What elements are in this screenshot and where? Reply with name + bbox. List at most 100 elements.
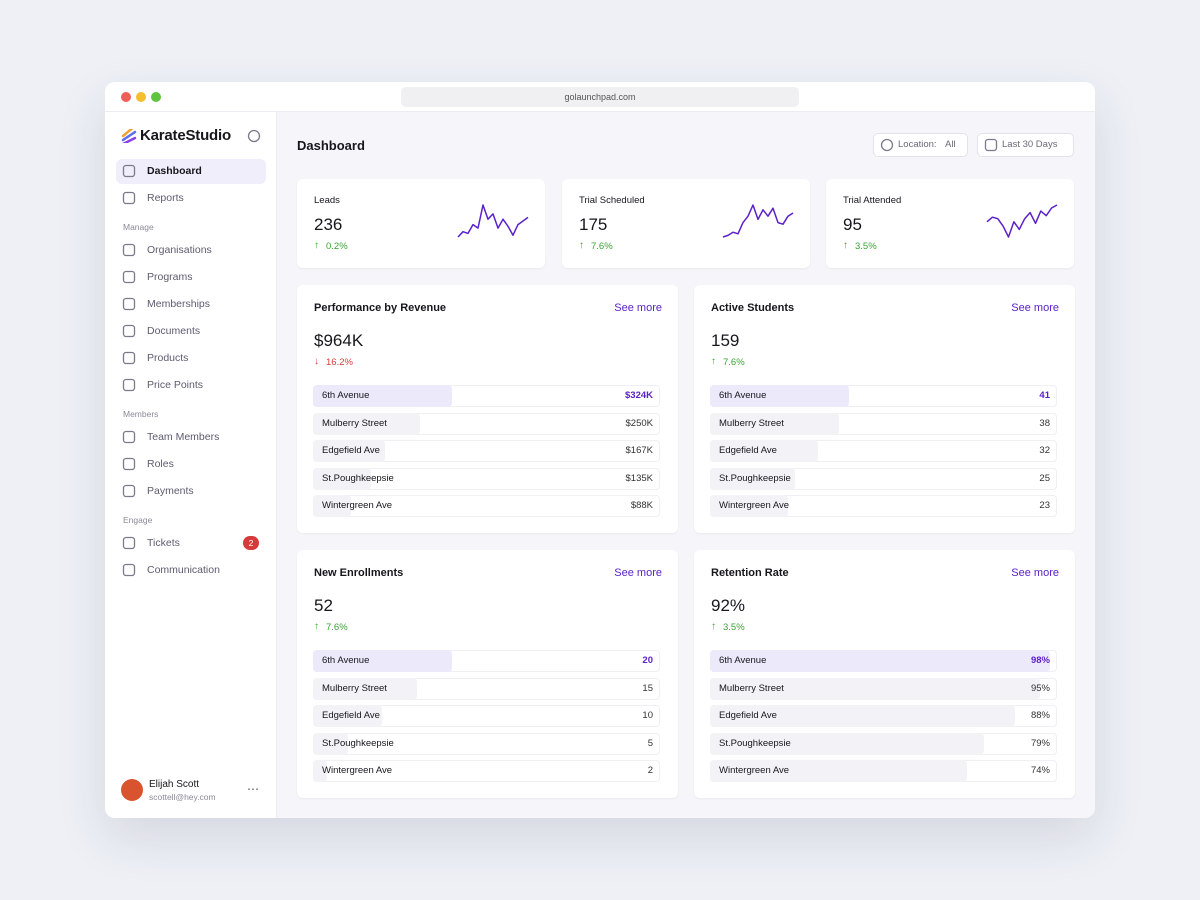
- nav-item[interactable]: Documents: [147, 325, 201, 337]
- icon-shape: [122, 484, 136, 498]
- nav-item[interactable]: Tickets: [147, 537, 180, 549]
- panel-title: Retention Rate: [711, 567, 789, 579]
- row-value: $88K: [630, 500, 653, 511]
- panel-value: 159: [711, 331, 740, 350]
- kpi-value: 175: [579, 215, 608, 234]
- icon: [122, 270, 136, 284]
- row-bar: [313, 495, 351, 517]
- row-name: Edgefield Ave: [322, 445, 380, 456]
- icon-shape: [122, 536, 136, 550]
- nav-group-title: Manage: [123, 222, 154, 232]
- nav-item[interactable]: Organisations: [147, 244, 212, 256]
- row-bar: [710, 385, 849, 407]
- row-bar: [710, 650, 1051, 672]
- panel-change: 16.2%: [326, 357, 353, 368]
- panel-value: 52: [314, 596, 333, 615]
- row-value: 38: [1039, 417, 1050, 429]
- nav-item[interactable]: Team Members: [147, 431, 220, 443]
- kpi-label: Trial Scheduled: [579, 195, 645, 206]
- nav-active-bg: [116, 159, 266, 184]
- nav-item[interactable]: Price Points: [147, 379, 204, 391]
- icon: [122, 243, 136, 257]
- address-bar: [401, 87, 799, 107]
- row-value: 23: [1039, 500, 1050, 511]
- icon-shape: [122, 457, 136, 471]
- kpi-arrow: ↑: [843, 240, 848, 251]
- row-name: Mulberry Street: [322, 417, 387, 429]
- nav-item[interactable]: Memberships: [147, 298, 211, 310]
- row-bar: [710, 412, 839, 435]
- row-bar: [313, 467, 371, 490]
- row-value: 74%: [1030, 765, 1050, 776]
- kpi-arrow: ↑: [579, 240, 584, 251]
- row-name: Wintergreen Ave: [719, 500, 790, 511]
- row-value: 20: [642, 655, 653, 666]
- row-bar: [313, 650, 452, 672]
- row-bar: [313, 760, 327, 782]
- panel: [297, 285, 678, 533]
- panel: [694, 550, 1075, 798]
- row-name: Wintergreen Ave: [719, 765, 790, 776]
- panel-change: 3.5%: [723, 622, 745, 633]
- row-value: 5: [647, 737, 653, 749]
- icon: [122, 297, 136, 311]
- nav-item[interactable]: Reports: [147, 192, 184, 204]
- panel-title: New Enrollments: [314, 567, 404, 579]
- row-name: Mulberry Street: [719, 417, 784, 429]
- row-name: Edgefield Ave: [322, 710, 380, 721]
- row-name: Mulberry Street: [322, 682, 387, 694]
- row-name: St.Poughkeepsie: [322, 472, 394, 484]
- see-more[interactable]: See more: [1011, 567, 1059, 579]
- nav-item[interactable]: Communication: [147, 564, 220, 576]
- nav-item[interactable]: Dashboard: [147, 165, 202, 177]
- row-bar: [313, 677, 418, 700]
- icon-shape: [984, 138, 998, 152]
- icon: [247, 129, 261, 143]
- row-value: $167K: [625, 445, 653, 456]
- nav-item[interactable]: Payments: [147, 485, 194, 497]
- panel: [297, 550, 678, 798]
- icon-shape: [122, 243, 136, 257]
- row-value: 15: [642, 682, 653, 694]
- see-more[interactable]: See more: [614, 567, 662, 579]
- see-more[interactable]: See more: [614, 302, 662, 314]
- icon-shape: [122, 563, 136, 577]
- panel-arrow: ↑: [711, 621, 716, 632]
- kpi-change: 7.6%: [591, 241, 613, 252]
- icon: [122, 164, 136, 178]
- see-more[interactable]: See more: [1011, 302, 1059, 314]
- row-bar: [710, 705, 1016, 727]
- kpi-label: Trial Attended: [843, 195, 902, 206]
- icon: [122, 378, 136, 392]
- nav-group-title: Members: [123, 409, 159, 419]
- row-bar: [313, 385, 452, 407]
- nav-item[interactable]: Roles: [147, 458, 174, 470]
- date-range: Last 30 Days: [1002, 139, 1058, 150]
- icon-shape: [122, 297, 136, 311]
- date-filter[interactable]: [977, 133, 1074, 157]
- row-value: 95%: [1030, 682, 1050, 694]
- panel-change: 7.6%: [723, 357, 745, 368]
- brand: KarateStudio: [140, 127, 231, 144]
- sidebar: [105, 112, 277, 818]
- icon-shape: [247, 129, 261, 143]
- row-value: 88%: [1030, 710, 1050, 721]
- row-bar: [710, 495, 788, 517]
- row-name: Wintergreen Ave: [322, 500, 393, 511]
- panel-value: $964K: [314, 331, 364, 350]
- row-name: Edgefield Ave: [719, 710, 777, 721]
- row-bar: [313, 705, 383, 727]
- row-bar: [710, 677, 1040, 700]
- location-filter[interactable]: [873, 133, 968, 157]
- icon-shape: [122, 430, 136, 444]
- row-name: St.Poughkeepsie: [719, 737, 791, 749]
- nav-item[interactable]: Programs: [147, 271, 193, 283]
- icon-shape: [122, 378, 136, 392]
- icon-shape: [122, 164, 136, 178]
- user-menu[interactable]: ⋯: [247, 782, 260, 796]
- icon: [122, 191, 136, 205]
- row-value: 41: [1039, 390, 1050, 401]
- nav-item[interactable]: Products: [147, 352, 189, 364]
- row-name: St.Poughkeepsie: [322, 737, 394, 749]
- window-dot: [151, 92, 161, 102]
